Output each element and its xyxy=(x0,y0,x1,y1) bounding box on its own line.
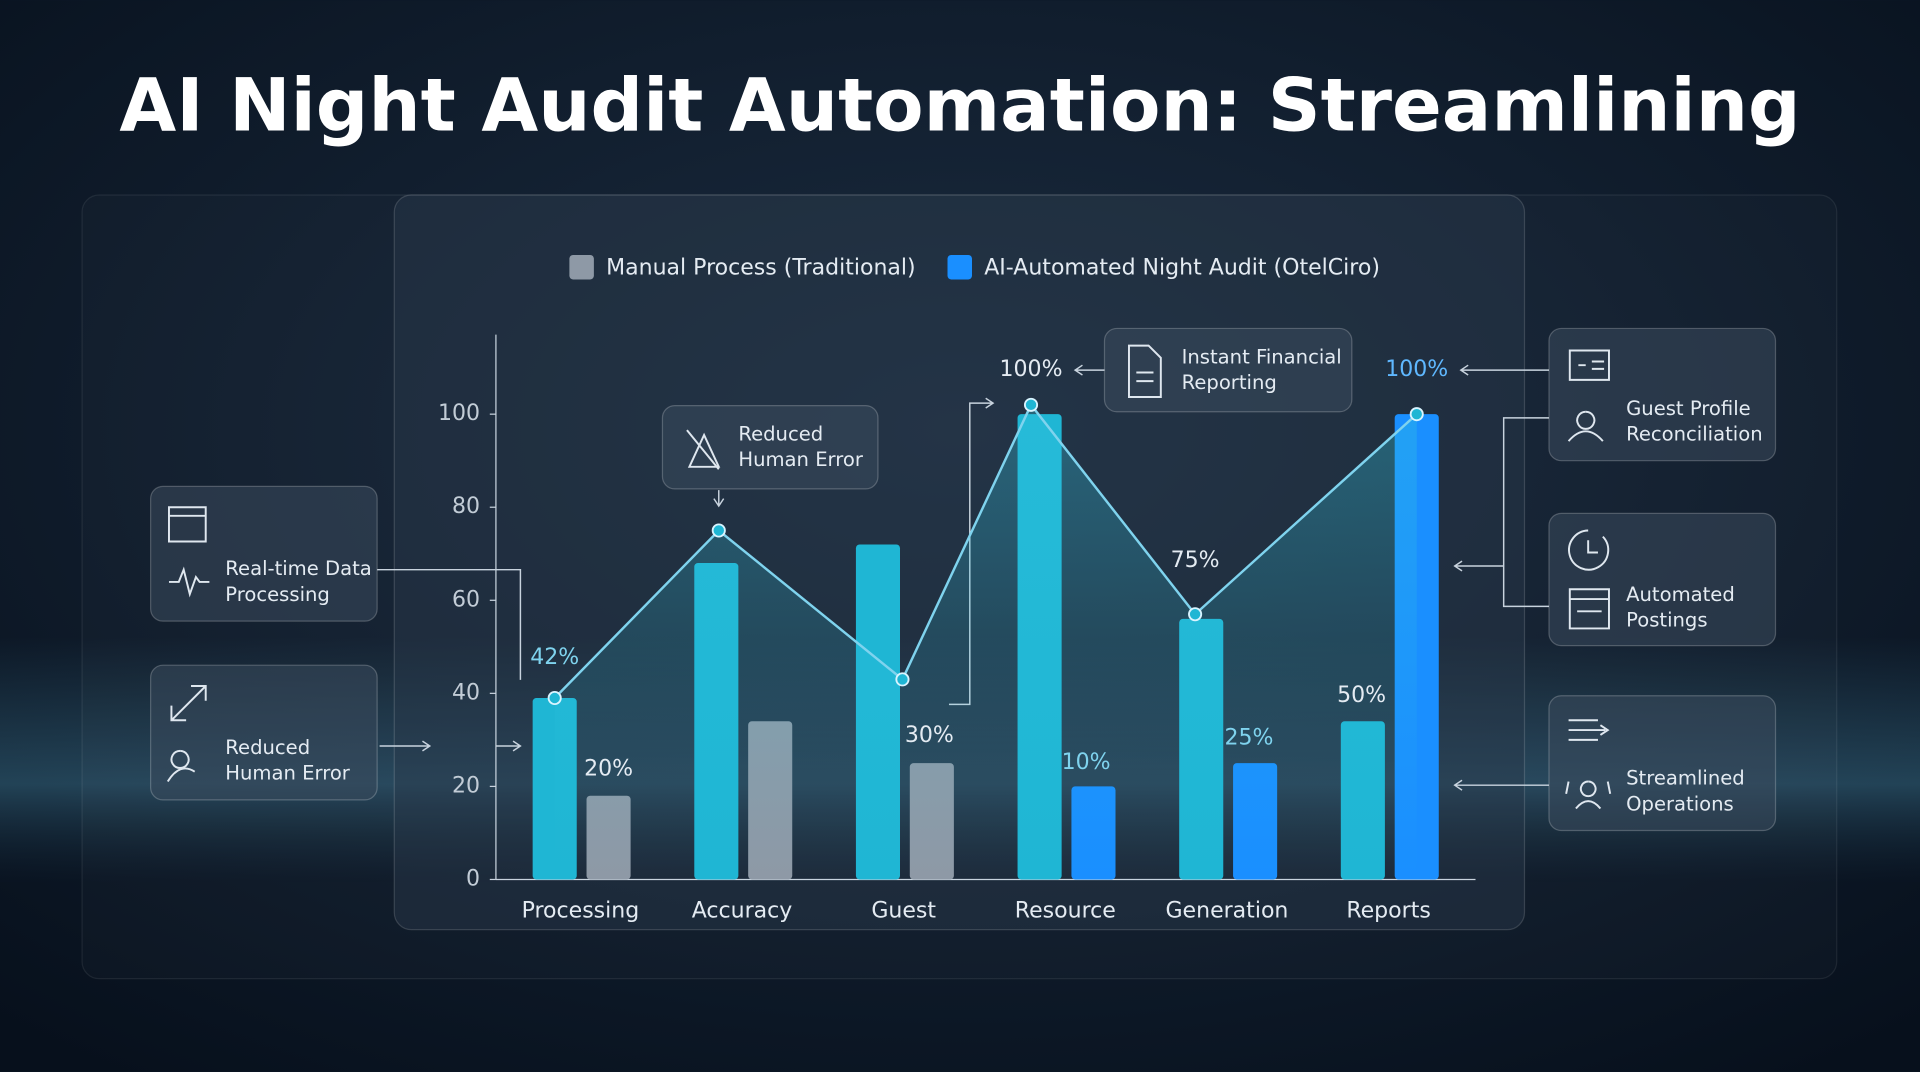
legend-swatch xyxy=(947,254,972,280)
annotation: 10% xyxy=(1062,750,1111,775)
card xyxy=(1103,327,1353,413)
annotation: 42% xyxy=(530,645,579,670)
annotation: 30% xyxy=(905,723,954,748)
annotation: 75% xyxy=(1171,548,1220,573)
card xyxy=(1548,327,1777,462)
card-text: Human Error xyxy=(225,762,351,785)
connector xyxy=(379,740,432,752)
card xyxy=(1548,512,1777,647)
annotation: 100% xyxy=(1385,357,1448,382)
card-text: Guest Profile xyxy=(1626,397,1751,420)
connector xyxy=(1453,779,1549,791)
legend-swatch xyxy=(569,254,594,280)
card-icon xyxy=(686,429,721,470)
card-text: Automated xyxy=(1626,583,1735,606)
card-icon xyxy=(166,749,196,783)
card-icon xyxy=(1128,344,1162,398)
annotation: 20% xyxy=(584,756,633,781)
trend-point xyxy=(895,672,910,687)
y-tick-label: 60 xyxy=(452,587,480,612)
card-text: Human Error xyxy=(738,448,864,471)
card-icon xyxy=(1568,349,1610,381)
connector xyxy=(377,568,522,680)
x-tick-label: Processing xyxy=(522,898,640,923)
legend-label: Manual Process (Traditional) xyxy=(606,255,916,280)
card-text: Processing xyxy=(225,583,330,606)
trend-area xyxy=(554,404,1417,880)
card-text: Instant Financial xyxy=(1182,345,1342,368)
y-tick-label: 0 xyxy=(466,866,480,891)
card-icon xyxy=(1568,719,1610,741)
x-tick-label: Accuracy xyxy=(692,898,793,923)
outer-frame xyxy=(81,194,1838,980)
connector xyxy=(1453,417,1549,608)
y-tick-label: 40 xyxy=(452,680,480,705)
trend-point xyxy=(1188,607,1203,622)
chart: 0 20 40 60 80 100 Manual Process (Traditional)… xyxy=(438,254,1448,923)
connector xyxy=(713,490,725,508)
y-tick-label: 100 xyxy=(438,401,480,426)
card xyxy=(150,664,378,801)
y-tick-label: 20 xyxy=(452,773,480,798)
card xyxy=(150,485,378,622)
connector xyxy=(1459,364,1549,376)
x-tick-label: Guest xyxy=(871,898,936,923)
trend-point xyxy=(547,690,562,706)
y-tick-label: 80 xyxy=(452,494,480,519)
trend-point xyxy=(711,523,726,538)
card-text: Reduced xyxy=(738,422,823,445)
annotation: 50% xyxy=(1337,683,1386,708)
card-icon xyxy=(1565,780,1612,810)
card xyxy=(661,404,879,490)
title: AI Night Audit Automation: Streamlining xyxy=(119,64,1800,149)
legend-label: AI-Automated Night Audit (OtelCiro) xyxy=(984,255,1380,280)
card-text: Reporting xyxy=(1182,371,1277,394)
trend-point xyxy=(1023,397,1039,412)
trend-point xyxy=(1409,407,1424,422)
card-text: Real-time Data xyxy=(225,557,371,580)
connector xyxy=(495,740,522,752)
card-icon xyxy=(1567,410,1604,442)
cards: Real-time Data Processing Reduced Human Err… xyxy=(150,327,1777,832)
card-text: Postings xyxy=(1626,609,1707,632)
connector xyxy=(1073,364,1105,376)
card-text: Reconciliation xyxy=(1626,422,1763,445)
card-icon xyxy=(1568,529,1610,571)
x-tick-label: Generation xyxy=(1165,898,1288,923)
card-text: Streamlined xyxy=(1626,767,1745,790)
card-icon xyxy=(168,566,210,598)
card-icon xyxy=(170,685,207,722)
x-tick-label: Resource xyxy=(1015,898,1116,923)
card-text: Operations xyxy=(1626,792,1734,815)
trend-line xyxy=(553,402,1418,699)
annotation: 100% xyxy=(1000,357,1063,382)
card-icon xyxy=(1568,588,1610,630)
annotation: 25% xyxy=(1224,726,1273,751)
card-text: Reduced xyxy=(225,736,310,759)
x-tick-label: Reports xyxy=(1346,898,1431,923)
card-icon xyxy=(168,506,207,543)
